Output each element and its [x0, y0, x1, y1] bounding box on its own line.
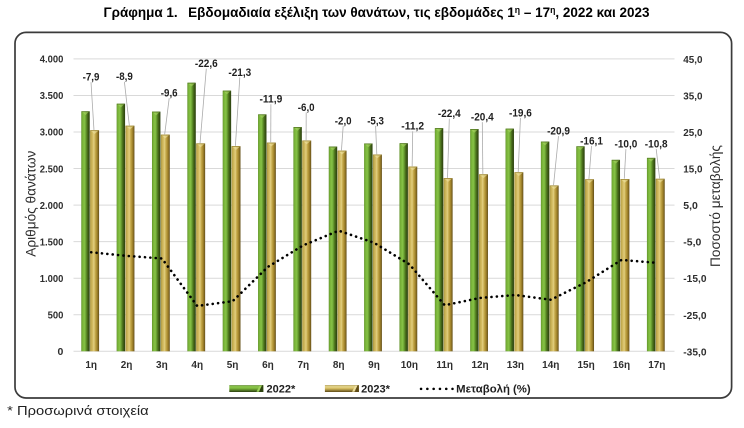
svg-text:-6,0: -6,0	[298, 102, 315, 114]
svg-text:15,0: 15,0	[683, 164, 702, 176]
svg-text:4.000: 4.000	[40, 54, 64, 66]
svg-text:-35,0: -35,0	[683, 346, 706, 358]
svg-text:4η: 4η	[191, 360, 203, 371]
svg-text:10η: 10η	[401, 360, 418, 371]
svg-text:-8,9: -8,9	[116, 71, 133, 83]
svg-text:2.000: 2.000	[40, 200, 64, 212]
svg-text:15η: 15η	[578, 360, 595, 371]
svg-text:-10,8: -10,8	[645, 139, 668, 151]
svg-text:Ποσοστό μεταβολής: Ποσοστό μεταβολής	[708, 145, 723, 267]
svg-text:2η: 2η	[121, 360, 133, 371]
svg-text:-20,9: -20,9	[547, 126, 570, 138]
svg-text:14η: 14η	[542, 360, 559, 371]
svg-text:-22,4: -22,4	[438, 108, 462, 120]
svg-text:-16,1: -16,1	[580, 135, 603, 147]
svg-text:-20,4: -20,4	[471, 112, 495, 124]
svg-text:2022*: 2022*	[267, 384, 296, 396]
svg-text:-10,0: -10,0	[615, 139, 638, 151]
svg-text:11η: 11η	[436, 360, 453, 371]
svg-text:-2,0: -2,0	[335, 115, 352, 127]
svg-text:-19,6: -19,6	[509, 107, 532, 119]
svg-text:8η: 8η	[333, 360, 345, 371]
svg-text:0: 0	[58, 346, 64, 358]
svg-text:13η: 13η	[507, 360, 524, 371]
svg-text:17η: 17η	[648, 360, 665, 371]
svg-text:-5,3: -5,3	[367, 115, 384, 127]
svg-text:35,0: 35,0	[683, 90, 702, 102]
svg-text:3η: 3η	[156, 360, 168, 371]
svg-text:Μεταβολή (%): Μεταβολή (%)	[456, 384, 531, 396]
svg-text:-9,6: -9,6	[161, 88, 178, 100]
svg-text:500: 500	[48, 309, 64, 321]
svg-text:-7,9: -7,9	[83, 72, 100, 84]
svg-text:-5,0: -5,0	[683, 237, 701, 249]
svg-text:5,0: 5,0	[683, 200, 698, 212]
svg-text:25,0: 25,0	[683, 127, 702, 139]
svg-text:7η: 7η	[297, 360, 309, 371]
svg-text:2023*: 2023*	[361, 384, 390, 396]
svg-text:9η: 9η	[368, 360, 380, 371]
svg-text:-11,9: -11,9	[260, 94, 283, 106]
svg-text:3.000: 3.000	[40, 127, 64, 139]
svg-text:45,0: 45,0	[683, 54, 702, 66]
svg-text:1η: 1η	[85, 360, 97, 371]
svg-text:5η: 5η	[227, 360, 239, 371]
svg-text:-11,2: -11,2	[401, 121, 424, 133]
svg-text:* Προσωρινά στοιχεία: * Προσωρινά στοιχεία	[7, 404, 149, 418]
svg-text:-21,3: -21,3	[228, 67, 251, 79]
svg-text:-22,6: -22,6	[195, 58, 218, 70]
svg-text:Γράφημα 1. Εβδομαδιαία εξέλιξ: Γράφημα 1. Εβδομαδιαία εξέλιξη των θανάτ…	[104, 4, 650, 20]
svg-text:16η: 16η	[613, 360, 630, 371]
svg-text:-15,0: -15,0	[683, 273, 706, 285]
svg-text:6η: 6η	[262, 360, 274, 371]
svg-text:12η: 12η	[471, 360, 488, 371]
svg-text:1.000: 1.000	[40, 273, 64, 285]
svg-text:1.500: 1.500	[40, 236, 64, 248]
svg-text:-25,0: -25,0	[683, 310, 706, 322]
svg-text:2.500: 2.500	[40, 163, 64, 175]
svg-text:Αριθμός θανάτων: Αριθμός θανάτων	[24, 150, 39, 256]
svg-text:3.500: 3.500	[40, 90, 64, 102]
